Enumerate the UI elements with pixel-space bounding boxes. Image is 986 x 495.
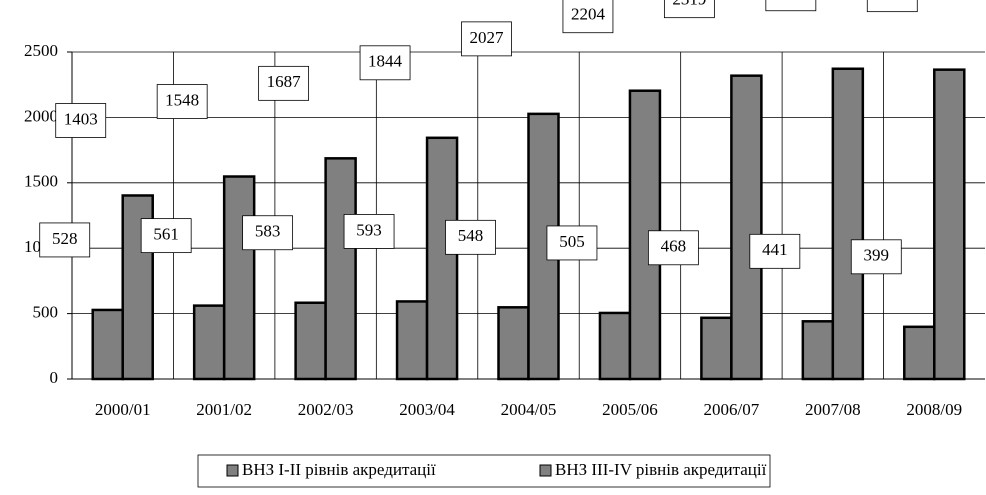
x-tick-label: 2006/07: [704, 400, 760, 419]
legend-box: [197, 454, 771, 488]
y-tick-label: 500: [33, 303, 59, 322]
data-label: 1687: [267, 72, 302, 91]
data-label: 1403: [64, 109, 98, 128]
bar: [801, 320, 835, 381]
y-tick-label: 1500: [24, 172, 58, 191]
data-label-box: [663, 0, 715, 19]
data-label-box: [343, 214, 395, 249]
legend-swatch: [539, 464, 552, 477]
bar: [294, 301, 327, 381]
x-tick-label: 2008/09: [906, 400, 962, 419]
data-label-box: [562, 0, 614, 34]
x-tick-label: 2004/05: [501, 400, 557, 419]
data-label: 2027: [470, 28, 505, 47]
legend-label: ВНЗ І-ІІ рівнів акредитації: [242, 460, 436, 479]
data-label: 561: [153, 225, 179, 244]
x-tick-label: 2005/06: [602, 400, 658, 419]
data-label: 583: [255, 222, 281, 241]
y-tick-label: 0: [50, 368, 59, 387]
data-label: 2204: [571, 5, 606, 24]
bar: [222, 175, 256, 381]
data-label-box: [445, 219, 496, 255]
bar: [91, 308, 124, 381]
data-label-box: [55, 103, 107, 138]
data-label: 528: [52, 229, 78, 248]
data-label-box: [258, 65, 310, 101]
bar: [192, 304, 226, 381]
y-tick-label: 2500: [24, 41, 58, 60]
bar: [395, 300, 429, 381]
data-label-box: [749, 233, 801, 269]
data-label-box: [461, 21, 512, 57]
data-label-box: [39, 222, 91, 258]
bar: [598, 311, 632, 381]
bar: [425, 136, 459, 381]
data-label: 2372: [774, 0, 808, 2]
data-label: 2319: [672, 0, 706, 9]
x-tick-label: 2007/08: [805, 400, 861, 419]
data-label-box: [765, 0, 817, 12]
x-tick-label: 2002/03: [298, 400, 354, 419]
bar: [730, 74, 763, 381]
data-label: 2365: [875, 0, 909, 3]
bar: [700, 316, 733, 381]
data-label: 1844: [368, 52, 403, 71]
x-tick-label: 2001/02: [196, 400, 252, 419]
data-label: 441: [762, 240, 788, 259]
x-tick-label: 2003/04: [399, 400, 455, 419]
data-label: 505: [559, 232, 585, 251]
data-label-box: [647, 230, 699, 266]
legend-swatch: [226, 464, 239, 477]
bar: [497, 306, 530, 381]
data-label: 1548: [165, 90, 199, 109]
bar: [933, 68, 966, 381]
data-label-box: [156, 84, 208, 119]
x-tick-label: 2000/01: [95, 400, 151, 419]
bar: [831, 67, 865, 381]
data-label-box: [546, 225, 598, 261]
data-label-box: [359, 45, 411, 81]
legend-label: ВНЗ ІІІ-IV рівнів акредитації: [555, 460, 767, 479]
data-label: 468: [661, 237, 687, 256]
data-label-box: [140, 218, 192, 254]
data-label: 593: [356, 220, 382, 239]
data-label: 399: [864, 246, 890, 265]
data-label: 548: [458, 226, 484, 245]
bar: [324, 157, 357, 381]
data-label-box: [242, 215, 294, 251]
data-label-box: [850, 239, 902, 275]
data-label-box: [866, 0, 918, 13]
bar: [903, 325, 936, 381]
y-tick-label: 2000: [24, 106, 58, 125]
